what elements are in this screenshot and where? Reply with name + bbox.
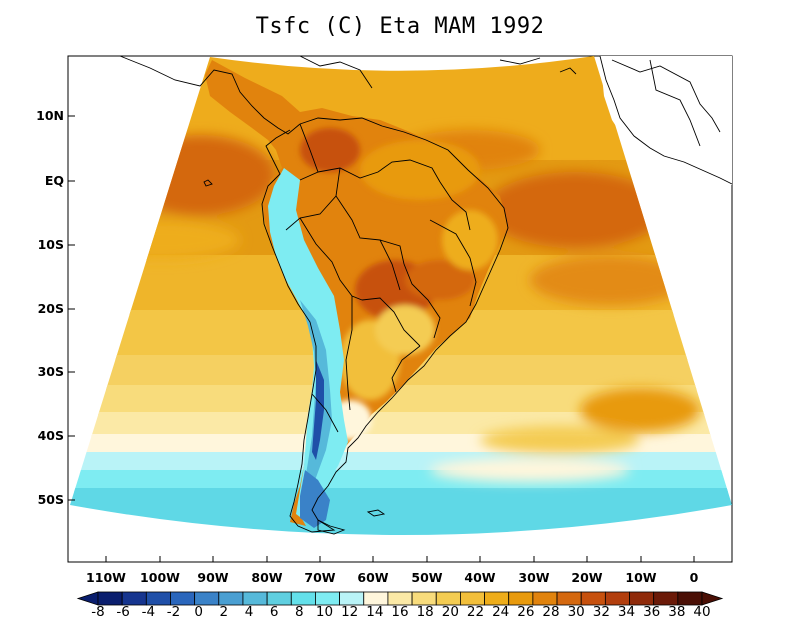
lon-label-80w: 80W <box>251 570 282 585</box>
colorbar-label: 32 <box>593 604 610 618</box>
colorbar-label: 2 <box>220 604 229 618</box>
lon-label-40w: 40W <box>464 570 495 585</box>
colorbar-label: 40 <box>693 604 710 618</box>
africa-landmass <box>600 56 732 185</box>
colorbar-label: 30 <box>568 604 585 618</box>
lat-label-40s: 40S <box>38 428 64 443</box>
lat-label-20s: 20S <box>38 301 64 316</box>
lon-label-30w: 30W <box>518 570 549 585</box>
colorbar-label: 38 <box>668 604 685 618</box>
colorbar-label: 6 <box>270 604 279 618</box>
lon-label-0: 0 <box>690 570 699 585</box>
colorbar-label: 10 <box>316 604 333 618</box>
colorbar-label: 24 <box>492 604 509 618</box>
lat-label-50s: 50S <box>38 492 64 507</box>
latitude-axis: 10N EQ 10S 20S 30S 40S 50S <box>36 108 75 507</box>
colorbar-label: -4 <box>142 604 155 618</box>
colorbar-label: 22 <box>467 604 484 618</box>
lon-label-10w: 10W <box>625 570 656 585</box>
colorbar-label: 16 <box>391 604 408 618</box>
colorbar-label: 20 <box>442 604 459 618</box>
colorbar-label: 36 <box>643 604 660 618</box>
lon-label-90w: 90W <box>197 570 228 585</box>
colorbar-label: 14 <box>366 604 383 618</box>
colorbar-label: 28 <box>542 604 559 618</box>
colorbar-label: 0 <box>194 604 203 618</box>
coastlines <box>119 55 733 535</box>
lat-label-10n: 10N <box>36 108 64 123</box>
colorbar-label: -6 <box>116 604 129 618</box>
lon-label-70w: 70W <box>304 570 335 585</box>
colorbar-label: -2 <box>167 604 180 618</box>
longitude-axis: 110W 100W 90W 80W 70W 60W 50W 40W 30W 20… <box>86 556 699 585</box>
lat-label-30s: 30S <box>38 364 64 379</box>
colorbar-label: 8 <box>295 604 304 618</box>
colorbar-label: 4 <box>245 604 254 618</box>
lat-label-eq: EQ <box>45 173 64 188</box>
lon-label-60w: 60W <box>357 570 388 585</box>
colorbar-label: 12 <box>341 604 358 618</box>
colorbar-label: 26 <box>517 604 534 618</box>
colorbar-label: -8 <box>91 604 104 618</box>
colorbar-label: 34 <box>618 604 635 618</box>
lat-label-10s: 10S <box>38 237 64 252</box>
map-title: Tsfc (C) Eta MAM 1992 <box>255 14 545 39</box>
colorbar: -8 -6 -4 -2 0 2 4 6 8 10 12 14 16 18 20 22 24 26 28 30 32 34 3… <box>76 591 724 618</box>
lon-label-50w: 50W <box>411 570 442 585</box>
colorbar-arrow-high <box>701 591 724 606</box>
lon-label-100w: 100W <box>140 570 180 585</box>
lon-label-20w: 20W <box>571 570 602 585</box>
colorbar-label: 18 <box>417 604 434 618</box>
lon-label-110w: 110W <box>86 570 126 585</box>
